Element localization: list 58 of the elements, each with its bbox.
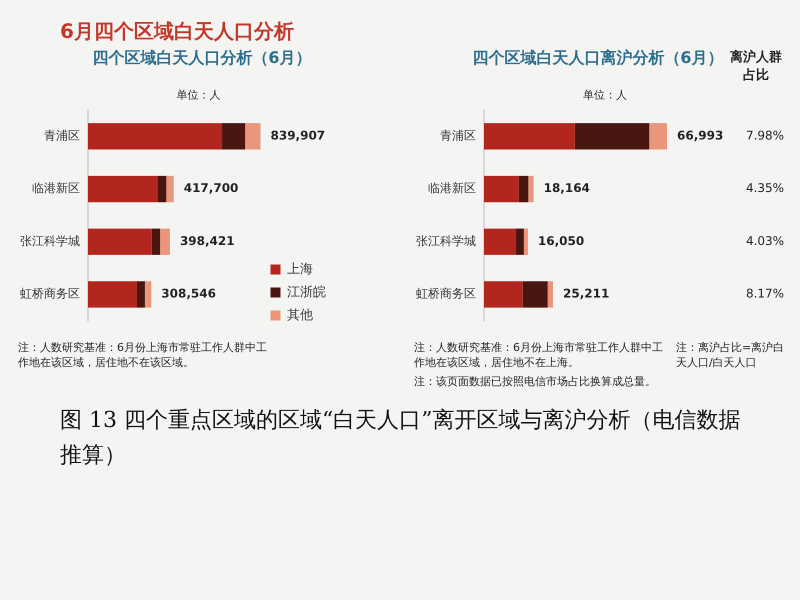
bar [522,281,548,308]
bar [160,228,170,255]
bar [144,281,152,308]
annotation: 18,164 [544,181,590,196]
chart-subtitle: 单位：人 [176,88,220,102]
bar [136,281,145,308]
text: 注：人数研究基准：6月份上海市常驻工作人群中工作地在该区域，居住地不在该区域。 [18,340,268,370]
bar [516,228,524,255]
y-tick-label: 临港新区 [428,181,476,196]
chart-title: 四个区域白天人口分析（6月） [91,48,313,69]
bar [88,176,158,202]
y-tick-label: 青浦区 [44,128,80,142]
text: 注：人数研究基准：6月份上海市常驻工作人群中工作地在该区域，居住地不在上海。 [414,340,664,370]
bar [484,281,523,308]
annotation: 25,211 [562,286,610,301]
bar [524,228,528,255]
annotation: 417,700 [184,181,238,196]
text: 8.17% [746,286,784,301]
y2-axis-title: 离沪人群占比 [729,48,783,84]
bar [166,176,174,202]
y-tick-label: 虹桥商务区 [416,286,476,301]
chart-subtitle: 单位：人 [583,88,627,102]
bar [484,228,516,255]
annotation: 839,907 [270,128,326,142]
bar [484,176,519,202]
bar [88,228,152,255]
bar [528,176,534,202]
bar [245,123,260,150]
annotation: 66,993 [677,128,724,142]
bar [152,228,160,255]
bar [484,123,575,150]
legend-label: 上海 [287,262,313,277]
text: 7.98% [746,128,784,142]
annotation: 398,421 [180,234,235,248]
text: 6月四个区域白天人口分析 [59,18,295,45]
bar [649,123,667,150]
text: 注：离沪占比=离沪白天人口/白天人口 [676,340,786,370]
y-tick-label: 青浦区 [440,128,476,142]
text: 4.35% [746,181,784,196]
annotation: 308,546 [161,286,216,301]
annotation: 16,050 [538,234,584,248]
bar [518,176,528,202]
caption: 图 13 四个重点区域的区域“白天人口”离开区域与离沪分析（电信数据推算） [59,407,742,470]
text: 4.03% [746,234,784,248]
bar [88,281,137,308]
bar [548,281,553,308]
y-tick-label: 张江科学城 [416,234,476,248]
y-tick-label: 张江科学城 [20,234,80,248]
y-tick-label: 虹桥商务区 [20,286,80,301]
legend-label: 江浙皖 [287,284,326,300]
text: 注：该页面数据已按照电信市场占比换算成总量。 [414,374,656,389]
legend-label: 其他 [287,308,313,323]
bar [88,123,222,150]
bar [222,123,246,150]
y-tick-label: 临港新区 [32,181,80,196]
bar [157,176,166,202]
bar [574,123,650,150]
chart-title: 四个区域白天人口离沪分析（6月） [472,48,724,67]
